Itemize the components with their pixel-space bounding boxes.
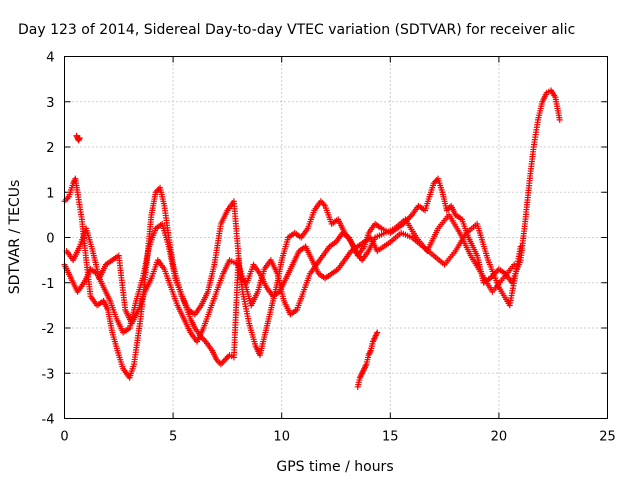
x-tick-label: 5 <box>169 430 177 445</box>
data-point <box>374 329 381 336</box>
y-tick-label: 2 <box>46 141 54 156</box>
data-point <box>517 243 524 250</box>
x-tick-label: 15 <box>382 430 399 445</box>
series-lower-track <box>61 198 524 336</box>
x-axis-label: GPS time / hours <box>276 459 393 475</box>
y-tick-label: -4 <box>42 413 55 428</box>
x-tick-label: 25 <box>599 430 616 445</box>
y-tick-labels: -4 -3 -2 -1 0 1 2 3 4 <box>42 51 55 428</box>
grid-lines <box>64 56 608 419</box>
y-tick-label: 1 <box>46 186 54 201</box>
data-point <box>76 134 83 141</box>
x-tick-label: 20 <box>491 430 508 445</box>
series-middle-track <box>63 211 518 345</box>
y-axis-label: SDTVAR / TECUs <box>7 180 23 295</box>
plot-frame <box>64 56 608 419</box>
data-point <box>511 261 518 268</box>
y-tick-label: -3 <box>42 367 55 382</box>
y-tick-label: -2 <box>42 322 55 337</box>
series-isolated-burst <box>354 329 381 390</box>
x-tick-labels: 0 5 10 15 20 25 <box>60 430 615 445</box>
chart-title: Day 123 of 2014, Sidereal Day-to-day VTE… <box>18 22 575 38</box>
x-tick-label: 0 <box>60 430 68 445</box>
y-tick-label: 4 <box>46 51 54 66</box>
series-upper-track <box>61 87 563 381</box>
data-point <box>556 116 563 123</box>
y-tick-label: -1 <box>42 277 55 292</box>
x-tick-label: 10 <box>273 430 290 445</box>
data-marks <box>61 87 563 390</box>
series-early-spike <box>73 132 83 144</box>
y-tick-label: 0 <box>46 232 54 247</box>
y-tick-label: 3 <box>46 96 54 111</box>
